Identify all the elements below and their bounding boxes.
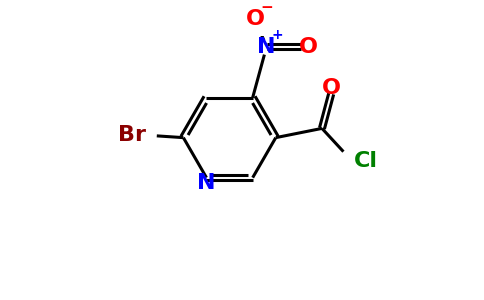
Text: N: N — [197, 173, 216, 194]
Text: O: O — [299, 37, 318, 57]
Text: N: N — [257, 37, 276, 57]
Text: +: + — [272, 28, 283, 42]
Text: O: O — [322, 78, 341, 98]
Text: Cl: Cl — [354, 151, 378, 171]
Text: O: O — [245, 9, 264, 29]
Text: Br: Br — [119, 125, 146, 145]
Text: −: − — [260, 0, 273, 15]
